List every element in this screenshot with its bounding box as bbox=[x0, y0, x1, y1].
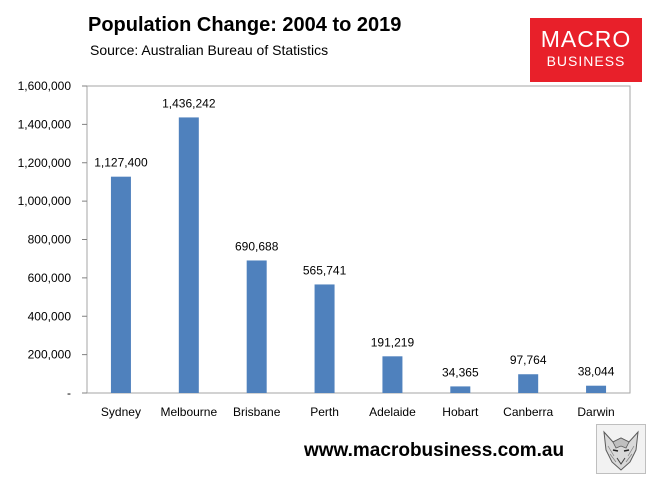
chart-subtitle: Source: Australian Bureau of Statistics bbox=[90, 42, 329, 58]
data-label: 1,436,242 bbox=[162, 96, 216, 110]
y-tick-label: 1,600,000 bbox=[18, 79, 72, 93]
bar bbox=[178, 117, 199, 393]
x-tick-label: Darwin bbox=[577, 405, 614, 419]
bar bbox=[246, 260, 267, 393]
plot-area bbox=[86, 85, 631, 394]
data-label: 191,219 bbox=[371, 335, 415, 349]
y-tick-label: 400,000 bbox=[28, 309, 72, 323]
data-label: 38,044 bbox=[578, 365, 615, 379]
y-tick-label: 1,400,000 bbox=[18, 117, 72, 131]
data-label: 1,127,400 bbox=[94, 156, 148, 170]
data-label: 565,741 bbox=[303, 263, 347, 277]
y-tick-label: 1,000,000 bbox=[18, 194, 72, 208]
x-tick-label: Hobart bbox=[442, 405, 479, 419]
x-tick-label: Adelaide bbox=[369, 405, 416, 419]
y-tick-label: 800,000 bbox=[28, 233, 72, 247]
website-url: www.macrobusiness.com.au bbox=[304, 440, 565, 461]
x-tick-label: Sydney bbox=[101, 405, 141, 419]
bar bbox=[450, 386, 471, 393]
chart-title: Population Change: 2004 to 2019 bbox=[88, 14, 402, 36]
bar bbox=[110, 176, 131, 393]
y-tick-label: 200,000 bbox=[28, 348, 72, 362]
y-tick-label: 600,000 bbox=[28, 271, 72, 285]
macrobusiness-logo: MACRO BUSINESS bbox=[530, 18, 642, 82]
data-label: 34,365 bbox=[442, 365, 479, 379]
logo-line-2: BUSINESS bbox=[546, 53, 626, 69]
data-label: 690,688 bbox=[235, 239, 279, 253]
x-tick-label: Canberra bbox=[503, 405, 553, 419]
bar bbox=[518, 374, 539, 393]
wolf-emblem-icon bbox=[596, 424, 646, 474]
bar bbox=[586, 385, 607, 393]
bar bbox=[382, 356, 403, 393]
bar bbox=[314, 284, 335, 393]
logo-line-1: MACRO bbox=[540, 26, 632, 52]
data-label: 97,764 bbox=[510, 353, 547, 367]
x-tick-label: Melbourne bbox=[160, 405, 217, 419]
x-tick-label: Brisbane bbox=[233, 405, 281, 419]
x-tick-label: Perth bbox=[310, 405, 339, 419]
y-tick-label: - bbox=[67, 386, 71, 400]
y-tick-label: 1,200,000 bbox=[18, 156, 72, 170]
